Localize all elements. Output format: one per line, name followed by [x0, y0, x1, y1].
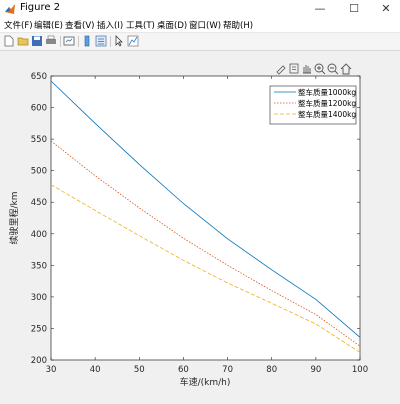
menu-view[interactable]: 查看(V): [65, 21, 95, 31]
maximize-button[interactable]: ☐: [349, 2, 359, 15]
toolbar-separator: [60, 36, 61, 47]
menu-help[interactable]: 帮助(H): [223, 21, 254, 31]
x-tick-label: 90: [310, 365, 321, 375]
pan-icon[interactable]: [303, 65, 311, 74]
x-tick-label: 80: [266, 365, 277, 375]
edit-plot-icon[interactable]: [113, 35, 125, 47]
x-axis-label: 车速/(km/h): [180, 376, 231, 388]
menu-window[interactable]: 窗口(W): [189, 21, 222, 31]
y-tick-label: 450: [31, 198, 47, 208]
brush-icon[interactable]: [276, 65, 286, 75]
figure-canvas: 200 250 300 350 400 450 500 550 600 650 30 40 50 60 7…: [0, 51, 400, 400]
legend-label-series-2: 整车质量1200kg: [298, 98, 356, 108]
axes-toolbar: [276, 63, 352, 75]
toolbar-separator: [110, 36, 111, 47]
data-cursor-icon[interactable]: [127, 35, 139, 47]
series-line-1: [50, 80, 361, 338]
series-line-2: [50, 140, 361, 347]
x-tick-label: 50: [134, 365, 145, 375]
insert-colorbar-icon[interactable]: [81, 35, 93, 47]
menu-desktop[interactable]: 桌面(D): [157, 21, 188, 31]
minimize-button[interactable]: —: [314, 2, 326, 15]
print-icon[interactable]: [45, 35, 57, 47]
toolbar-separator: [78, 36, 79, 47]
series-lines: [50, 80, 361, 353]
menu-insert[interactable]: 插入(I): [97, 21, 124, 31]
zoom-out-icon[interactable]: [327, 63, 339, 75]
close-button[interactable]: ✕: [381, 2, 391, 15]
legend-label-series-1: 整车质量1000kg: [298, 87, 356, 97]
x-tick-label: 100: [352, 365, 368, 375]
y-tick-label: 200: [31, 356, 47, 366]
zoom-in-icon[interactable]: [314, 63, 326, 75]
save-icon[interactable]: [31, 35, 43, 47]
menu-bar: 文件(F) 编辑(E) 查看(V) 插入(I) 工具(T) 桌面(D) 窗口(W…: [0, 18, 400, 33]
menu-file[interactable]: 文件(F): [4, 21, 33, 31]
menu-tools[interactable]: 工具(T): [126, 21, 155, 31]
y-axis: 200 250 300 350 400 450 500 550 600 650: [31, 72, 360, 366]
x-tick-label: 70: [222, 365, 233, 375]
matlab-icon: [5, 4, 15, 14]
window-title: Figure 2: [20, 2, 61, 13]
y-tick-label: 650: [31, 72, 47, 82]
y-tick-label: 550: [31, 135, 47, 145]
x-tick-label: 60: [178, 365, 189, 375]
y-tick-label: 500: [31, 167, 47, 177]
figure-toolbar: [0, 33, 400, 51]
series-line-3: [50, 184, 361, 353]
title-bar: Figure 2 — ☐ ✕: [0, 0, 400, 19]
data-tips-icon[interactable]: [289, 63, 299, 74]
insert-legend-icon[interactable]: [95, 35, 107, 47]
legend: 整车质量1000kg 整车质量1200kg 整车质量1400kg: [269, 85, 356, 125]
open-file-icon[interactable]: [17, 35, 29, 47]
plot-svg: 200 250 300 350 400 450 500 550 600 650 30 40 50 60 7…: [8, 63, 368, 388]
y-axis-label: 续驶里程/km: [8, 191, 20, 244]
home-icon[interactable]: [340, 63, 352, 75]
legend-label-series-3: 整车质量1400kg: [298, 109, 356, 119]
y-tick-label: 300: [31, 293, 47, 303]
x-tick-label: 40: [90, 365, 101, 375]
link-plot-icon[interactable]: [63, 35, 75, 47]
menu-edit[interactable]: 编辑(E): [34, 21, 64, 31]
new-figure-icon[interactable]: [3, 35, 15, 47]
x-tick-label: 30: [46, 365, 57, 375]
y-tick-label: 400: [31, 230, 47, 240]
y-tick-label: 250: [31, 324, 47, 334]
y-tick-label: 600: [31, 104, 47, 114]
x-axis: 30 40 50 60 70 80 90 100: [46, 76, 368, 375]
y-tick-label: 350: [31, 261, 47, 271]
